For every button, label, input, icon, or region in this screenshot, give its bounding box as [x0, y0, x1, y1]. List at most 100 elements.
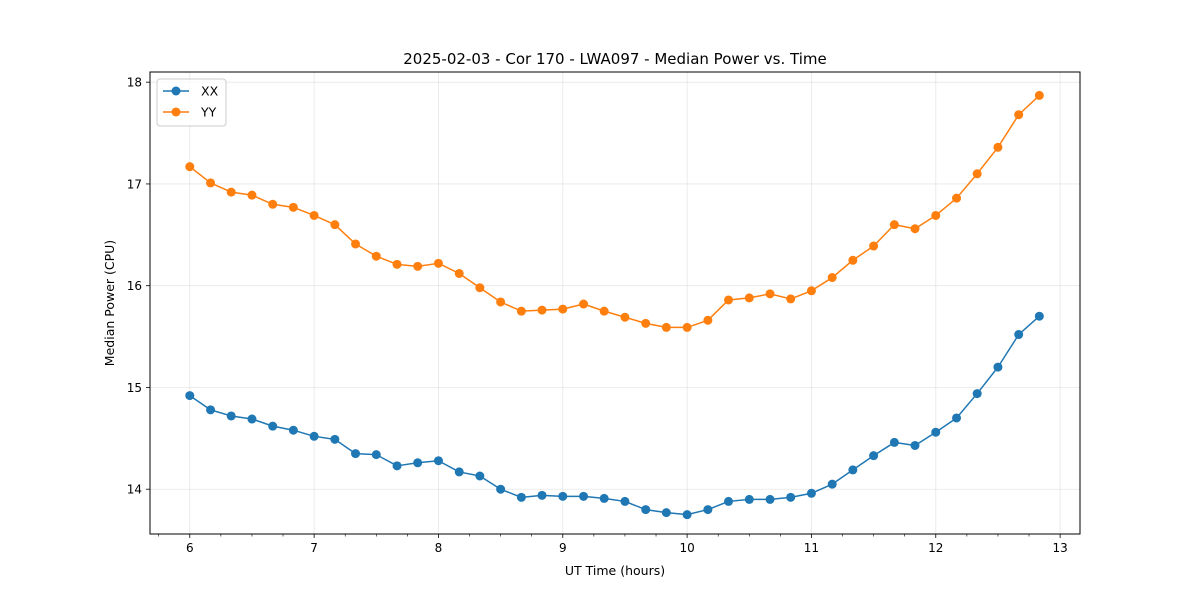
data-point-xx [185, 391, 195, 401]
data-point-xx [330, 434, 340, 444]
data-point-yy [516, 306, 526, 316]
chart-title: 2025-02-03 - Cor 170 - LWA097 - Median P… [403, 50, 827, 68]
data-point-yy [433, 258, 443, 268]
data-point-yy [247, 190, 257, 200]
data-point-yy [724, 295, 734, 305]
data-point-xx [309, 431, 319, 441]
data-point-yy [599, 306, 609, 316]
data-point-xx [558, 491, 568, 501]
data-point-xx [744, 494, 754, 504]
data-point-yy [558, 304, 568, 314]
data-point-yy [620, 312, 630, 322]
data-point-xx [226, 411, 236, 421]
data-point-yy [330, 220, 340, 230]
data-point-yy [309, 210, 319, 220]
data-point-yy [786, 294, 796, 304]
data-point-xx [869, 451, 879, 461]
data-point-xx [641, 505, 651, 515]
data-point-yy [1014, 110, 1024, 120]
data-point-xx [806, 488, 816, 498]
data-point-yy [641, 318, 651, 328]
data-point-xx [579, 491, 589, 501]
data-point-yy [206, 178, 216, 188]
x-tick-label: 6 [186, 541, 194, 555]
data-point-yy [827, 273, 837, 283]
y-tick-label: 14 [127, 483, 142, 497]
data-point-yy [993, 142, 1003, 152]
data-point-yy [537, 305, 547, 315]
data-point-yy [371, 251, 381, 261]
data-point-xx [454, 467, 464, 477]
data-point-yy [972, 169, 982, 179]
data-point-xx [1034, 311, 1044, 321]
data-point-yy [806, 286, 816, 296]
x-tick-label: 13 [1052, 541, 1067, 555]
data-point-yy [185, 162, 195, 172]
series-layer [185, 90, 1044, 520]
data-point-yy [1034, 90, 1044, 100]
data-point-yy [848, 255, 858, 265]
y-tick-label: 17 [127, 177, 142, 191]
x-tick-label: 7 [310, 541, 318, 555]
data-point-yy [952, 193, 962, 203]
data-point-xx [516, 492, 526, 502]
data-point-xx [413, 458, 423, 468]
data-point-yy [475, 283, 485, 293]
data-point-yy [288, 202, 298, 212]
data-point-xx [392, 461, 402, 471]
y-axis-label: Median Power (CPU) [102, 240, 117, 366]
data-point-xx [206, 405, 216, 415]
data-point-xx [661, 508, 671, 518]
data-point-yy [579, 299, 589, 309]
data-point-yy [392, 259, 402, 269]
data-point-xx [1014, 330, 1024, 340]
data-point-xx [848, 465, 858, 475]
data-point-xx [931, 427, 941, 437]
data-point-xx [268, 421, 278, 431]
x-tick-label: 12 [928, 541, 943, 555]
data-point-xx [620, 496, 630, 506]
data-point-xx [537, 490, 547, 500]
data-point-xx [972, 389, 982, 399]
data-point-yy [682, 322, 692, 332]
legend: XX YY [156, 78, 227, 127]
y-tick-label: 18 [127, 76, 142, 90]
series-line-xx [189, 315, 1040, 516]
data-point-yy [744, 293, 754, 303]
data-point-yy [661, 322, 671, 332]
data-point-xx [993, 362, 1003, 372]
grid [150, 72, 1080, 534]
x-tick-label: 10 [679, 541, 694, 555]
data-point-xx [351, 449, 361, 459]
x-tick-label: 11 [804, 541, 819, 555]
data-point-yy [910, 224, 920, 234]
data-point-xx [682, 510, 692, 520]
legend-label-xx: XX [201, 84, 219, 99]
data-point-xx [952, 413, 962, 423]
x-axis-label: UT Time (hours) [565, 563, 665, 578]
data-point-yy [765, 289, 775, 299]
data-point-xx [703, 505, 713, 515]
plot-frame [149, 71, 1081, 535]
data-point-yy [931, 210, 941, 220]
legend-marker-xx [171, 86, 181, 96]
data-point-xx [786, 492, 796, 502]
data-point-xx [496, 484, 506, 494]
data-point-yy [496, 297, 506, 307]
y-tick-label: 16 [127, 279, 142, 293]
data-point-yy [268, 199, 278, 209]
data-point-xx [247, 414, 257, 424]
series-line-yy [189, 94, 1040, 329]
data-point-xx [288, 425, 298, 435]
data-point-xx [371, 450, 381, 460]
data-point-yy [454, 268, 464, 278]
data-point-xx [889, 437, 899, 447]
x-tick-label: 9 [559, 541, 567, 555]
axis-ticks: 6 7 8 9 10 11 12 13 14 15 16 17 18 [127, 76, 1068, 555]
data-point-yy [889, 220, 899, 230]
x-tick-label: 8 [435, 541, 443, 555]
data-point-xx [910, 440, 920, 450]
y-tick-label: 15 [127, 381, 142, 395]
data-point-yy [413, 261, 423, 271]
legend-marker-yy [171, 107, 181, 117]
